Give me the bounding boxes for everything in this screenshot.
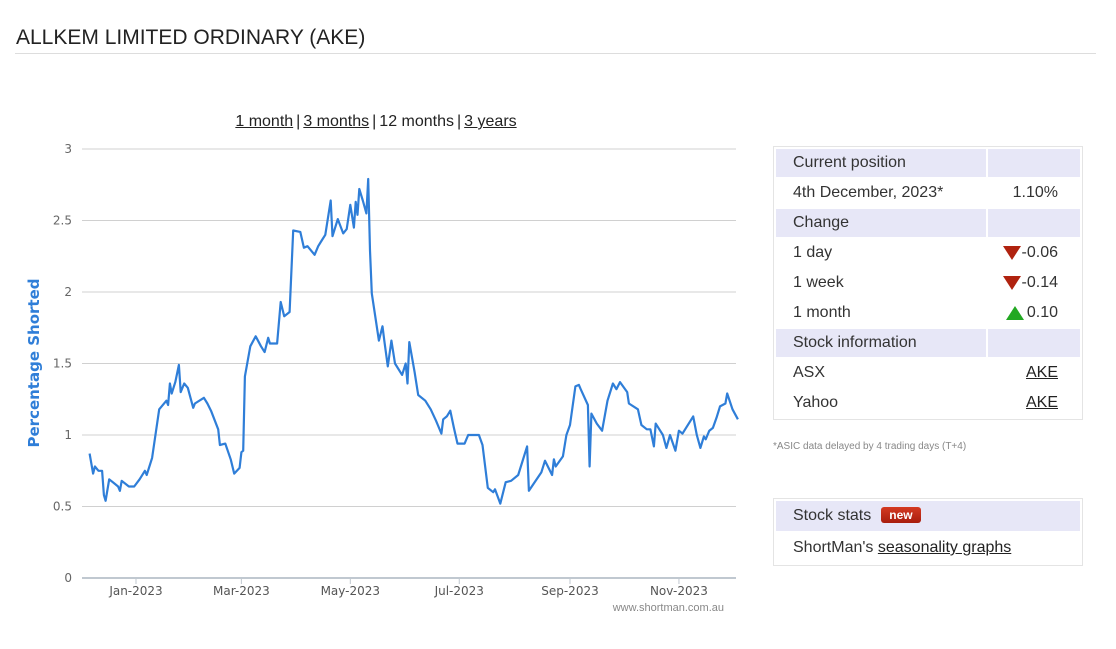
x-tick-label: May-2023 [321,584,380,598]
change-row-1-month: 1 month 0.10 [776,299,1080,327]
x-tick-label: Mar-2023 [213,584,270,598]
stock-info-header-row: Stock information [776,329,1080,357]
range-3-years[interactable]: 3 years [464,113,517,130]
range-3-months[interactable]: 3 months [303,113,370,130]
change-value: -0.06 [1021,244,1058,261]
series-line [88,177,739,505]
range-12-months-selected: 12 months [379,113,455,130]
x-tick-label: Jan-2023 [108,584,162,598]
y-tick-label: 1 [64,428,72,442]
x-tick-label: Sep-2023 [541,584,599,598]
change-row-1-week: 1 week -0.14 [776,269,1080,297]
position-value: 1.10% [1012,184,1058,201]
down-arrow-icon [1002,275,1021,290]
y-tick-label: 0 [64,571,72,585]
y-tick-label: 3 [64,142,72,156]
title-divider [15,53,1096,54]
asx-row: ASX AKE [776,359,1080,387]
asx-label: ASX [793,364,826,381]
up-arrow-icon [1005,305,1024,320]
page-title: ALLKEM LIMITED ORDINARY (AKE) [16,26,366,49]
x-tick-label: Nov-2023 [650,584,708,598]
change-label: 1 month [793,304,851,321]
change-label: 1 day [793,244,833,261]
y-tick-label: 2.5 [53,214,72,228]
range-selector: 1 month | 3 months | 12 months | 3 years [0,113,752,131]
down-arrow-icon [1002,245,1021,260]
yahoo-link[interactable]: AKE [1025,394,1058,411]
current-position-header-row: Current position [776,149,1080,177]
stock-info-header: Stock information [776,329,986,357]
change-value: -0.14 [1021,274,1058,291]
y-axis-title: Percentage Shorted [25,279,43,448]
change-header-row: Change [776,209,1080,237]
watermark: www.shortman.com.au [612,602,724,614]
position-table: Current position 4th December, 2023* 1.10… [773,146,1083,420]
y-tick-label: 1.5 [53,357,72,371]
separator: | [457,113,462,130]
stock-stats-box: Stock stats new ShortMan's seasonality gr… [773,498,1083,566]
change-row-1-day: 1 day -0.06 [776,239,1080,267]
current-position-row: 4th December, 2023* 1.10% [776,179,1080,207]
position-date: 4th December, 2023* [793,184,944,201]
seasonality-prefix: ShortMan's [793,539,878,556]
short-position-chart: 0 0.5 1 1.5 2 2.5 3 Jan-2023 Mar-2023 May-2023 Jul… [25,142,739,614]
data-delay-note: *ASIC data delayed by 4 trading days (T+… [773,441,967,452]
asx-link[interactable]: AKE [1025,364,1058,381]
range-1-month[interactable]: 1 month [235,113,294,130]
separator: | [372,113,377,130]
stock-stats-header: Stock stats [793,507,872,524]
yahoo-row: Yahoo AKE [776,389,1080,417]
new-badge: new [881,507,921,523]
x-tick-label: Jul-2023 [434,584,484,598]
change-label: 1 week [793,274,844,291]
yahoo-label: Yahoo [793,394,839,411]
separator: | [296,113,301,130]
y-tick-label: 0.5 [53,500,72,514]
change-value: 0.10 [1026,304,1058,321]
y-tick-label: 2 [64,285,72,299]
current-position-header: Current position [776,149,986,177]
change-header: Change [776,209,986,237]
seasonality-graphs-link[interactable]: seasonality graphs [877,539,1012,556]
